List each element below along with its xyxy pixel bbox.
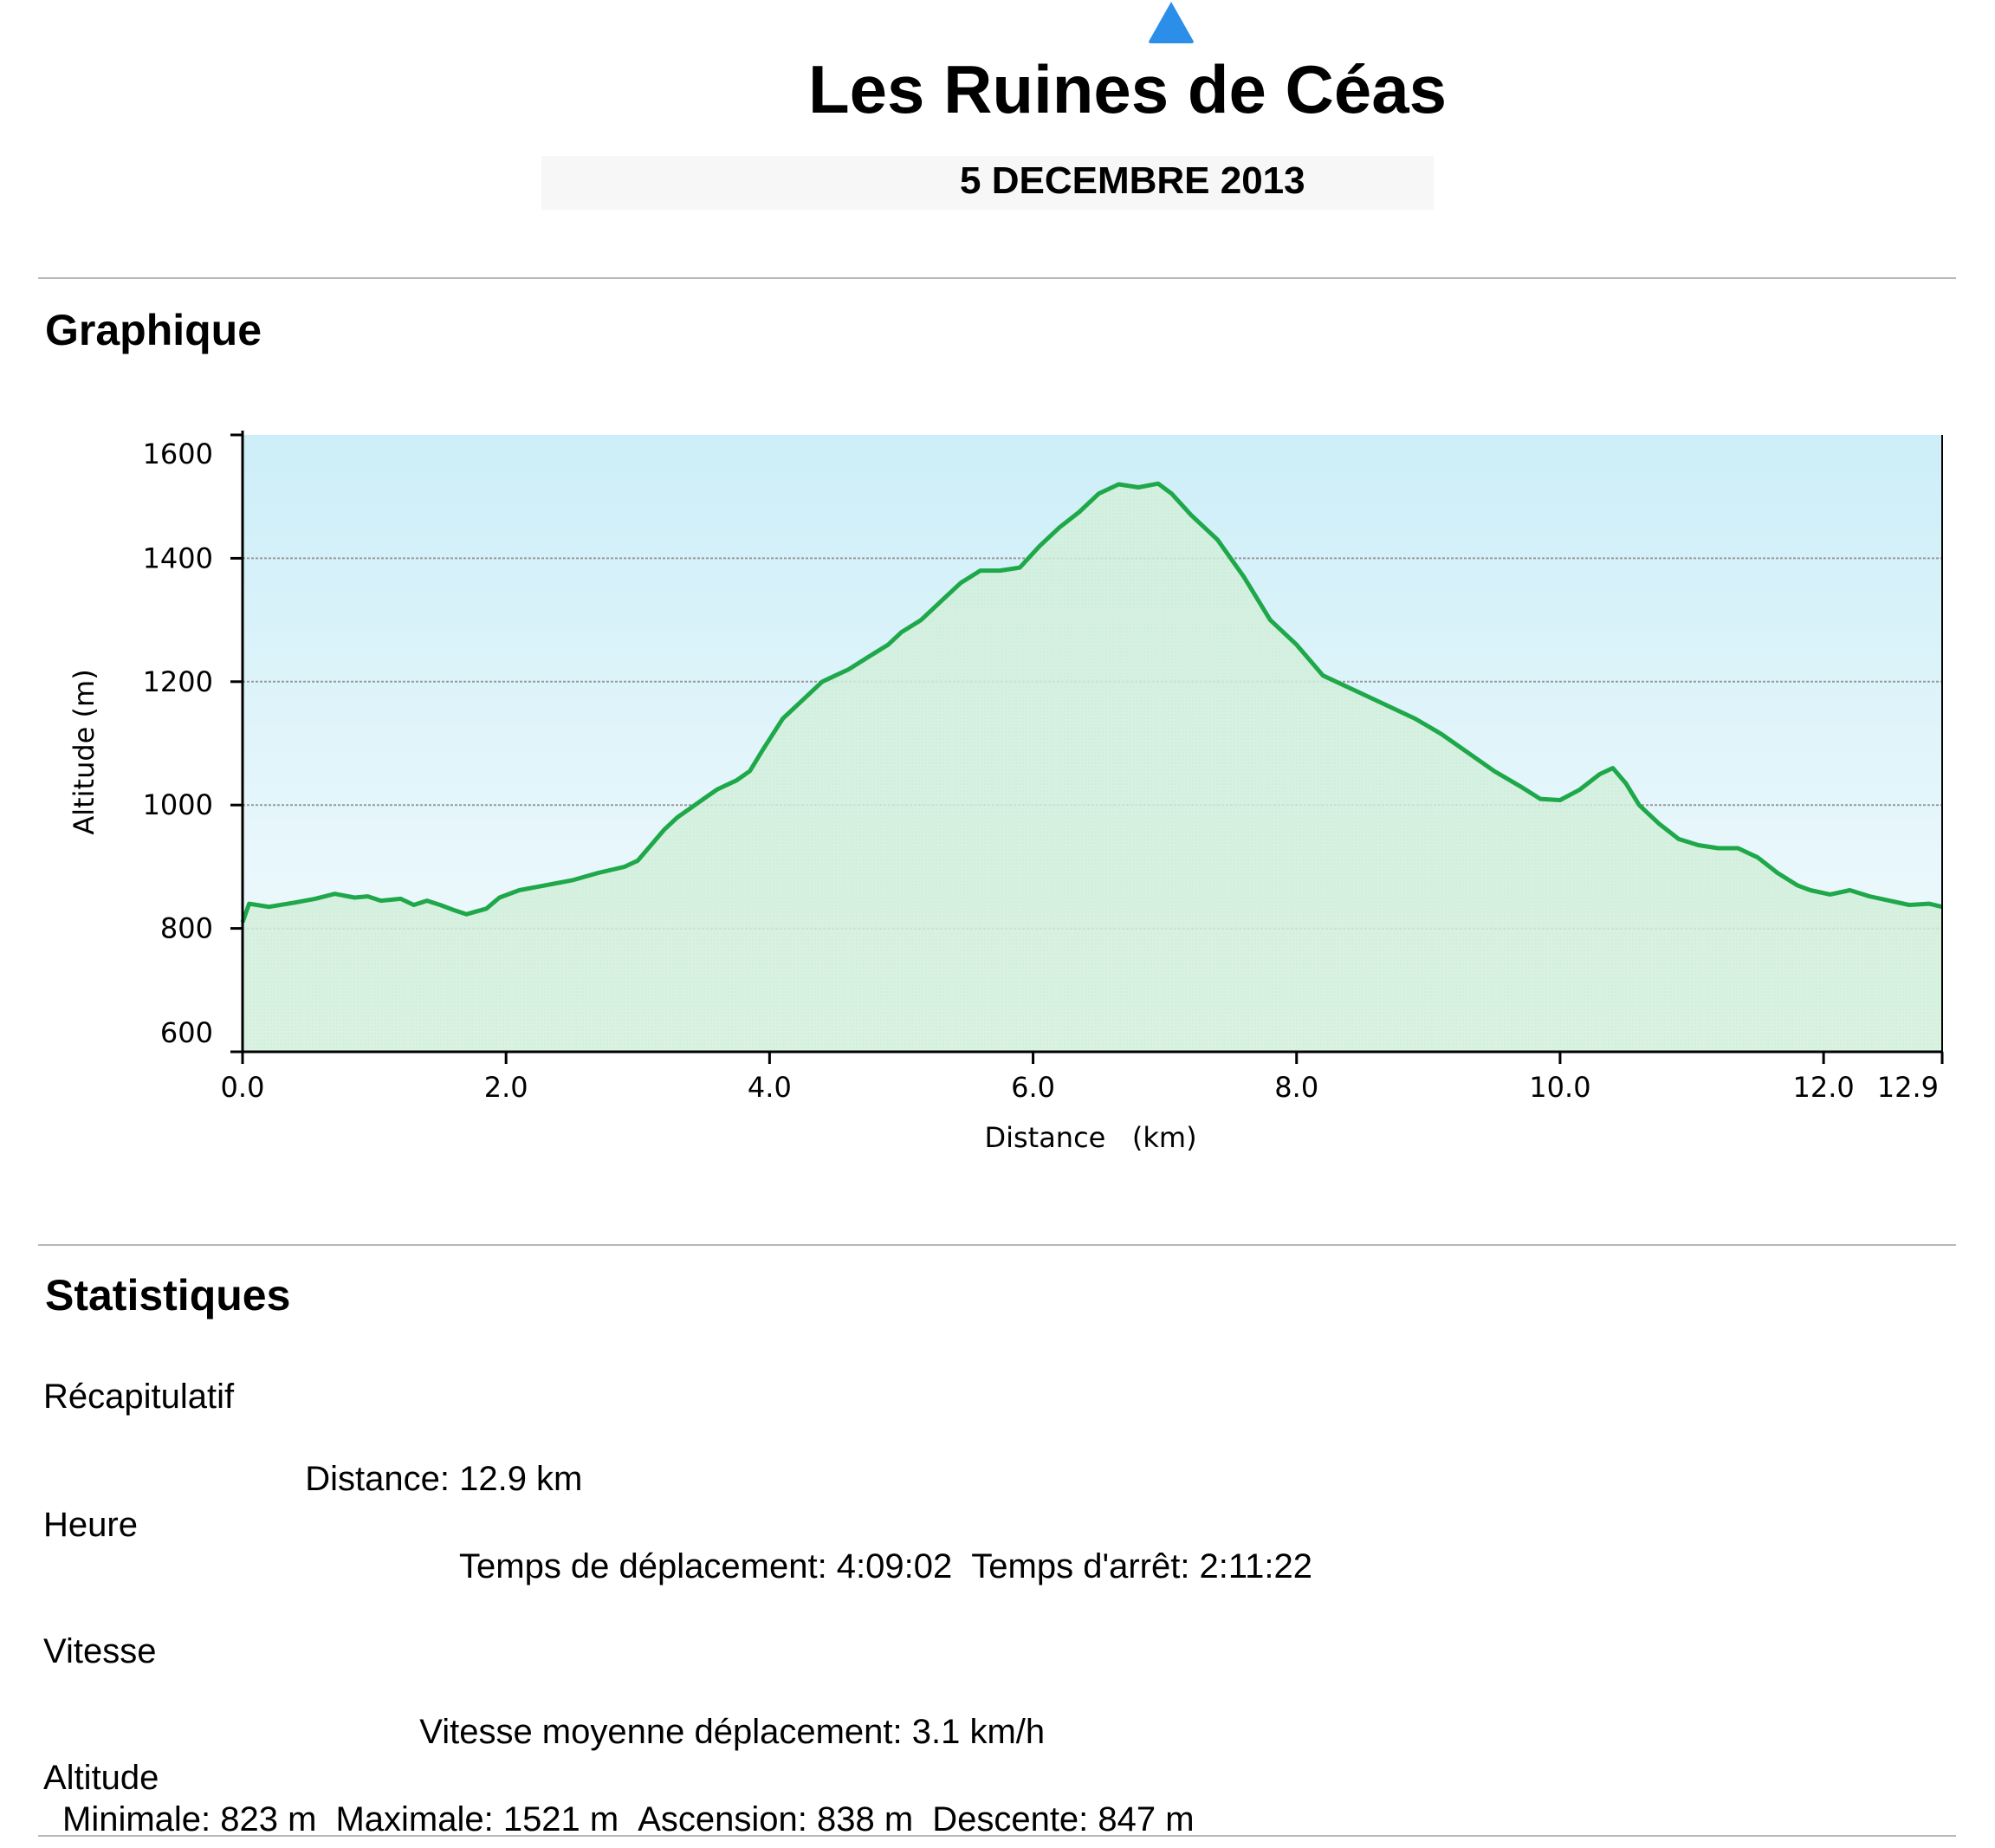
section-heading-stats: Statistiques — [45, 1271, 291, 1320]
stat-stopped-time: Temps d'arrêt: 2:11:22 — [971, 1547, 1313, 1585]
y-tick-label: 800 — [160, 912, 213, 945]
stat-heading-time: Heure — [43, 1506, 138, 1544]
y-tick-label: 1200 — [143, 665, 213, 698]
altitude-line — [240, 481, 1943, 924]
stat-moving-time: Temps de déplacement: 4:09:02 — [459, 1547, 953, 1585]
stat-altitude-max: Maximale: 1521 m — [335, 1800, 619, 1838]
divider — [38, 1244, 1956, 1246]
stat-speed-row: Vitesse moyenne déplacement: 3.1 km/h — [400, 1674, 1064, 1752]
section-heading-chart: Graphique — [45, 306, 262, 354]
stat-altitude-descent: Descente: 847 m — [932, 1800, 1195, 1838]
y-tick-label: 600 — [160, 1016, 213, 1049]
x-tick-label: 10.0 — [1529, 1071, 1590, 1104]
y-tick-label: 1400 — [143, 541, 213, 574]
divider — [38, 277, 1956, 279]
x-tick-label: 12.9 — [1877, 1071, 1939, 1104]
stat-moving-speed: Vitesse moyenne déplacement: 3.1 km/h — [419, 1713, 1046, 1751]
altitude-area — [243, 483, 1942, 1052]
x-tick-label: 0.0 — [221, 1071, 265, 1104]
divider — [38, 1835, 1956, 1837]
stat-altitude-min: Minimale: 823 m — [62, 1800, 317, 1838]
y-axis-title: Altitude (m) — [68, 669, 100, 834]
x-tick-label: 4.0 — [748, 1071, 792, 1104]
stat-distance: Distance: 12.9 km — [286, 1421, 601, 1499]
altitude-profile-chart: 600 800 1000 1200 1400 1600 0.0 2.0 4.0 6.0 8.0 10… — [68, 431, 1944, 1154]
x-axis-title: Distance (km) — [984, 1121, 1196, 1154]
date-band — [541, 156, 1434, 210]
y-tick-label: 1600 — [143, 438, 213, 470]
y-tick-label: 1000 — [143, 788, 213, 821]
page-subtitle: 5 DECEMBRE 2013 — [960, 159, 1305, 202]
x-tick-label: 8.0 — [1274, 1071, 1318, 1104]
x-tick-label: 12.0 — [1792, 1071, 1854, 1104]
blue-triangle-icon — [1149, 2, 1194, 43]
stat-heading-summary: Récapitulatif — [43, 1378, 235, 1416]
x-tick-label: 2.0 — [484, 1071, 528, 1104]
stat-altitude-row: Minimale: 823 m Maximale: 1521 m Ascension… — [62, 1800, 1214, 1839]
stat-altitude-ascent: Ascension: 838 m — [638, 1800, 914, 1838]
page-title: Les Ruines de Céas — [808, 51, 1447, 127]
stat-heading-speed: Vitesse — [43, 1632, 157, 1670]
stat-heading-altitude: Altitude — [43, 1759, 159, 1797]
x-tick-label: 6.0 — [1011, 1071, 1055, 1104]
stat-time-row: Temps de déplacement: 4:09:02 Temps d'arr… — [459, 1547, 1331, 1586]
stat-distance-value: Distance: 12.9 km — [305, 1460, 583, 1498]
